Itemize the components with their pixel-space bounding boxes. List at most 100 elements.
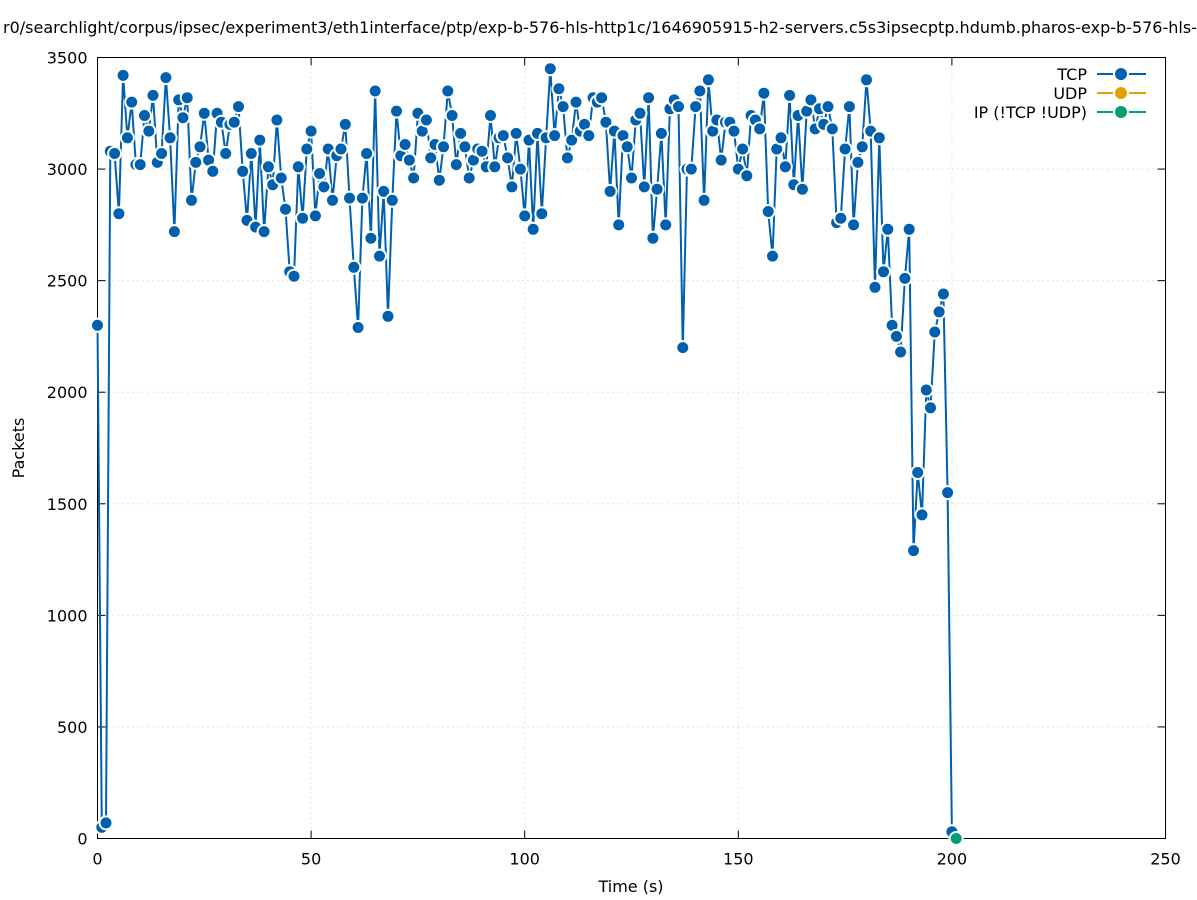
data-point-tcp (372, 248, 387, 264)
data-point-tcp (440, 83, 456, 99)
data-point-tcp (179, 90, 195, 106)
data-point-tcp (645, 230, 661, 246)
legend-marker-tcp (1113, 66, 1129, 82)
y-tick-label: 1500 (47, 495, 88, 514)
x-axis-tick-labels: 0 50 100 150 200 250 (92, 850, 1180, 869)
data-point-tcp (457, 139, 473, 155)
data-point-tcp (824, 121, 840, 137)
data-point-tcp (752, 121, 768, 137)
data-point-tcp (867, 279, 883, 295)
data-point-tcp (137, 108, 152, 123)
data-point-tcp (359, 146, 375, 161)
data-point-tcp (726, 123, 742, 139)
data-point-tcp (525, 221, 541, 237)
data-point-tcp (632, 105, 648, 121)
y-tick-label: 500 (57, 718, 88, 737)
data-point-tcp (363, 230, 379, 246)
data-point-tcp (880, 221, 896, 237)
data-point-tcp (474, 143, 490, 159)
data-point-tcp (290, 159, 306, 175)
data-point-tcp (871, 130, 887, 146)
data-point-tcp (307, 208, 323, 224)
data-point-tcp (376, 183, 392, 199)
data-point-tcp (226, 114, 242, 130)
data-point-tcp (568, 94, 584, 110)
data-point-tcp (124, 94, 140, 110)
data-point-tcp (931, 304, 947, 320)
data-point-tcp (794, 181, 810, 197)
data-point-tcp (636, 179, 652, 195)
data-point-tcp (739, 168, 755, 184)
data-point-tcp (303, 123, 319, 139)
data-point-tcp (897, 270, 913, 286)
data-point-tcp (461, 170, 477, 186)
data-point-tcp (760, 204, 776, 219)
data-point-tcp (696, 192, 712, 208)
data-point-tcp (346, 259, 362, 275)
data-point-tcp (90, 317, 105, 333)
data-point-tcp (713, 152, 729, 168)
data-point-tcp (658, 217, 674, 233)
data-point-tcp (559, 150, 575, 166)
legend-marker-ip (1113, 104, 1129, 120)
data-point-tcp (782, 87, 798, 103)
legend-label-ip: IP (!TCP !UDP) (974, 103, 1087, 122)
data-point-tcp (854, 139, 870, 155)
data-point-tcp (316, 179, 332, 195)
grid (97, 57, 1166, 839)
data-point-tcp (166, 224, 182, 240)
axis-ticks (97, 57, 1166, 839)
data-point-tcp (547, 128, 563, 144)
data-point-tcp (299, 141, 315, 157)
data-point-tcp (252, 132, 268, 148)
data-point-tcp (380, 308, 396, 324)
data-point-tcp (487, 159, 503, 175)
series-ip-tcp-udp (948, 831, 964, 846)
data-point-tcp (495, 128, 511, 144)
data-point-tcp (833, 210, 849, 226)
data-point-tcp (534, 206, 550, 222)
data-point-tcp (859, 72, 874, 88)
legend-marker-udp (1113, 85, 1129, 101)
data-point-tcp (175, 110, 191, 126)
data-point-tcp (162, 130, 178, 146)
data-point-tcp (508, 125, 524, 141)
data-point-tcp (98, 815, 114, 831)
data-point-tcp (940, 485, 956, 501)
data-point-tcp (256, 224, 272, 240)
data-point-tcp (594, 90, 610, 106)
data-point-tcp (893, 344, 909, 360)
data-point-tcp (500, 150, 516, 166)
data-point-tcp (756, 85, 772, 101)
data-point-tcp (602, 183, 618, 199)
data-point-tcp (700, 72, 716, 88)
data-point-tcp (444, 108, 460, 123)
data-point-tcp (243, 146, 259, 161)
data-point-tcp (555, 99, 571, 115)
data-point-tcp (141, 123, 157, 139)
y-tick-label: 0 (77, 830, 87, 849)
data-point-tcp (406, 170, 422, 186)
y-tick-label: 2000 (47, 383, 88, 402)
data-point-tcp (389, 103, 404, 119)
data-point-tcp (286, 268, 302, 284)
legend-entry-udp: UDP (1053, 84, 1146, 103)
data-point-tcp (914, 507, 930, 523)
data-point-tcp (850, 154, 866, 170)
data-point-tcp (649, 181, 665, 197)
data-point-tcp (906, 543, 921, 559)
data-point-tcp (342, 190, 357, 206)
data-point-tcp (777, 159, 793, 175)
data-point-tcp (269, 112, 285, 128)
data-point-tcp (278, 201, 293, 217)
data-point-tcp (683, 161, 699, 177)
data-point-tcp (918, 382, 934, 398)
data-point-tcp (111, 206, 127, 222)
data-point-tcp (517, 208, 533, 224)
x-tick-label: 200 (937, 850, 968, 869)
legend-label-tcp: TCP (1056, 65, 1087, 84)
data-point-tcp (132, 157, 148, 173)
plot-frame (97, 57, 1166, 839)
data-point-ip-tcp-udp (948, 831, 964, 846)
